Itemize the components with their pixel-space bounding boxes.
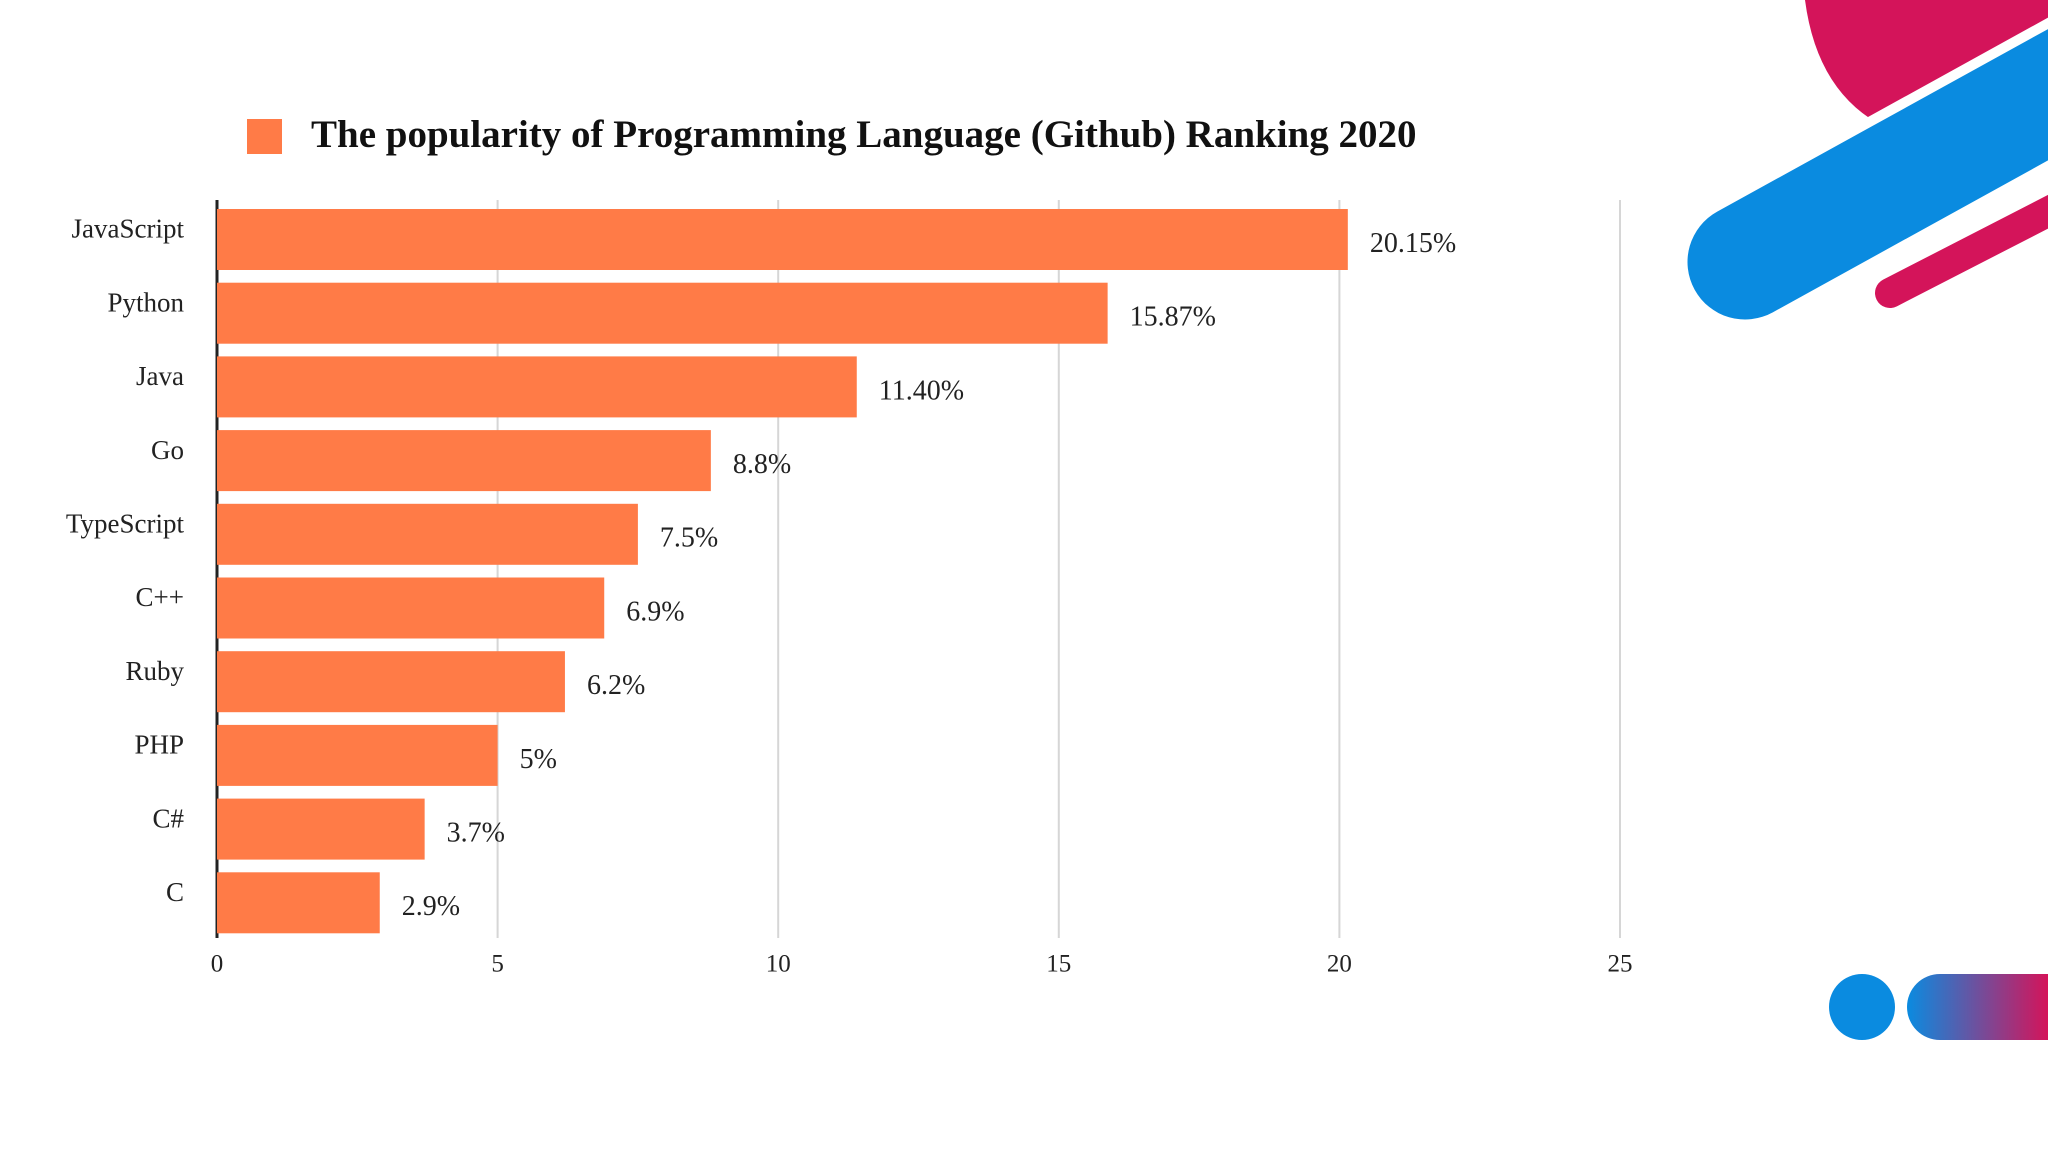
- value-label: 6.9%: [626, 596, 684, 627]
- y-tick-label: C#: [152, 803, 184, 833]
- y-tick-label: Go: [151, 435, 184, 465]
- bar: [217, 724, 498, 786]
- y-tick-label: PHP: [134, 730, 184, 760]
- decor-pill: [1907, 974, 2048, 1040]
- value-label: 20.15%: [1370, 228, 1456, 259]
- bar: [217, 282, 1108, 344]
- bar: [217, 577, 605, 639]
- chart: 0 5 10 15 20 25 The popularity of Programming …: [66, 113, 1633, 978]
- value-label: 3.7%: [447, 818, 505, 849]
- decor-dot: [1829, 974, 1895, 1040]
- decor-stroke: [1875, 194, 2048, 308]
- bar: [217, 872, 380, 934]
- x-tick-label: 5: [491, 951, 504, 978]
- value-label: 7.5%: [660, 523, 718, 554]
- y-tick-label: C++: [136, 582, 184, 612]
- value-label: 8.8%: [733, 449, 791, 480]
- x-tick-label: 20: [1327, 951, 1352, 978]
- bar: [217, 430, 711, 492]
- value-label: 5%: [520, 744, 557, 775]
- x-tick-label: 25: [1608, 951, 1633, 978]
- value-label: 6.2%: [587, 670, 645, 701]
- y-tick-label: Python: [107, 287, 184, 317]
- bar: [217, 356, 857, 418]
- value-label: 2.9%: [402, 891, 460, 922]
- y-tick-label: Java: [136, 361, 184, 391]
- value-label: 15.87%: [1130, 302, 1216, 333]
- x-tick-label: 10: [766, 951, 791, 978]
- y-tick-label: C: [166, 877, 184, 907]
- value-label: 11.40%: [879, 375, 964, 406]
- legend-label: The popularity of Programming Language (…: [311, 113, 1417, 156]
- bar: [217, 503, 638, 565]
- legend-swatch: [247, 119, 282, 154]
- y-tick-label: Ruby: [125, 656, 184, 686]
- bar: [217, 651, 565, 713]
- y-tick-label: TypeScript: [66, 509, 185, 539]
- decor-shape: [1805, 0, 2048, 140]
- x-tick-label: 15: [1046, 951, 1071, 978]
- bar: [217, 209, 1348, 270]
- bar: [217, 798, 425, 860]
- decor-stroke: [1687, 29, 2048, 320]
- y-tick-label: JavaScript: [72, 214, 185, 244]
- x-tick-label: 0: [211, 951, 224, 978]
